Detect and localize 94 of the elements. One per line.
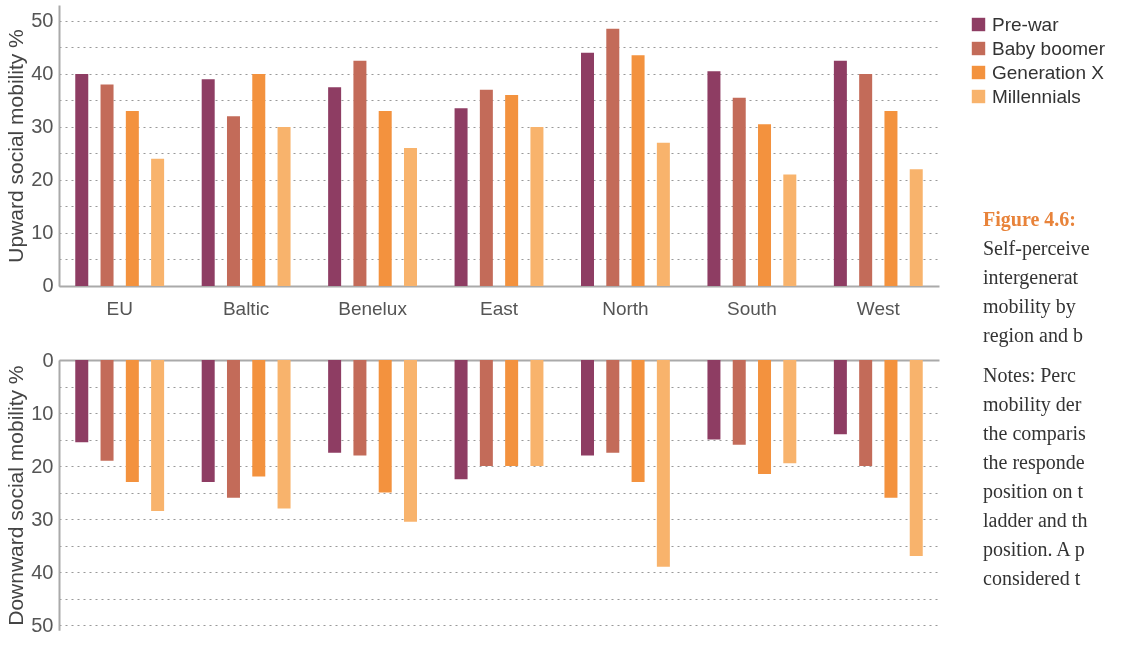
y-tick-label: 30 (31, 115, 54, 138)
bar (530, 360, 544, 466)
bar (125, 111, 139, 286)
caption: Figure 4.6: (983, 208, 1076, 231)
bar (353, 360, 367, 456)
bar (884, 111, 898, 286)
bar (403, 360, 417, 522)
text: position. A p (983, 538, 1085, 561)
y-tick-label: 10 (31, 401, 54, 424)
bar (454, 108, 468, 286)
bar (226, 360, 240, 498)
bar (454, 360, 468, 480)
bar (732, 97, 746, 286)
text: mobility der (983, 393, 1082, 416)
legend-label: Generation X (992, 61, 1105, 83)
y-tick-label: 50 (31, 9, 54, 32)
text: intergenerat (983, 266, 1079, 289)
bar (656, 360, 670, 567)
bar (758, 124, 772, 286)
legend-label: Pre-war (992, 13, 1060, 35)
x-tick-label: South (727, 298, 777, 320)
bar (859, 73, 873, 286)
bar (151, 360, 165, 512)
bar (859, 360, 873, 466)
bar (631, 55, 645, 286)
bar (252, 73, 266, 286)
bar (758, 360, 772, 474)
bar (909, 360, 923, 557)
y-tick-label: 30 (31, 507, 54, 530)
bar (353, 60, 367, 286)
text: Notes: Perc (983, 364, 1076, 386)
bar (833, 360, 847, 435)
bar (833, 60, 847, 286)
bar (328, 360, 342, 453)
text: position on t (983, 480, 1084, 503)
text: considered t (983, 567, 1081, 589)
bar (783, 174, 797, 286)
y-tick-label: 0 (42, 348, 54, 371)
y-tick-label: 40 (31, 62, 54, 85)
text: ladder and th (983, 509, 1088, 531)
text: mobility by (983, 295, 1076, 318)
bar (505, 360, 519, 466)
bar (606, 28, 620, 286)
bar (656, 142, 670, 286)
bar (707, 360, 721, 440)
bar (530, 126, 544, 286)
bar (403, 148, 417, 286)
x-tick-label: West (856, 298, 901, 320)
legend-label: Millennials (992, 85, 1081, 107)
x-tick-label: North (602, 298, 649, 320)
y-tick-label: 10 (31, 221, 54, 244)
bar (125, 360, 139, 482)
x-tick-label: Benelux (338, 298, 408, 320)
bar (909, 169, 923, 286)
bar (783, 360, 797, 464)
bar (378, 360, 392, 493)
y-tick-label: 0 (42, 274, 54, 297)
y-tick-label: 20 (31, 168, 54, 191)
bar (581, 360, 595, 456)
bar (75, 360, 89, 443)
bar (505, 95, 519, 286)
bar (277, 126, 291, 286)
bar (226, 116, 240, 286)
y-axis-title: Upward social mobility % (4, 29, 28, 263)
bar (631, 360, 645, 482)
y-tick-label: 50 (31, 613, 54, 636)
y-tick-label: 40 (31, 560, 54, 583)
bar (581, 52, 595, 286)
text: the responde (983, 451, 1085, 474)
text: the comparis (983, 422, 1086, 445)
bar (479, 89, 493, 286)
bar (606, 360, 620, 453)
text: Self-perceive (983, 237, 1090, 260)
bar (100, 84, 114, 286)
text: region and b (983, 324, 1083, 347)
x-tick-label: EU (106, 298, 133, 320)
y-tick-label: 20 (31, 454, 54, 477)
bar (378, 111, 392, 286)
bar (100, 360, 114, 461)
bar (201, 360, 215, 482)
x-tick-label: Baltic (222, 298, 270, 320)
y-axis-title: Downward social mobility % (4, 365, 28, 626)
bar (479, 360, 493, 466)
legend-label: Baby boomer (992, 37, 1106, 59)
bar (328, 87, 342, 286)
bar (75, 73, 89, 286)
bar (707, 71, 721, 286)
bar (151, 158, 165, 286)
bar (252, 360, 266, 477)
x-tick-label: East (479, 298, 519, 320)
bar (884, 360, 898, 498)
bar (277, 360, 291, 509)
bar (201, 79, 215, 286)
bar (732, 360, 746, 445)
